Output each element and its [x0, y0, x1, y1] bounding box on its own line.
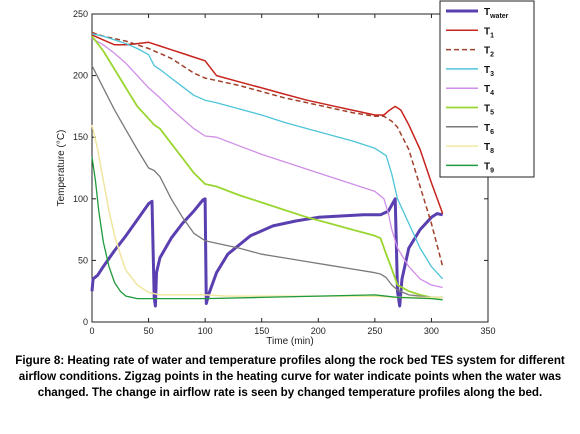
x-tick-label: 200: [311, 326, 326, 336]
legend-label-4: T4: [484, 84, 494, 97]
series-line-9: [91, 156, 443, 301]
chart: 0 50 100 150 200 250 300 350 0 50 100 150 200 250 Ti…: [56, 0, 535, 347]
series-line-3: [91, 33, 444, 280]
y-tick-label: 50: [78, 255, 88, 265]
legend-label-1: T1: [484, 26, 494, 39]
series-line-8: [91, 124, 443, 299]
x-axis-label: Time (min): [266, 336, 313, 347]
series-line-4: [91, 38, 443, 289]
y-tick-label: 0: [83, 317, 88, 327]
legend-label-8: T8: [484, 142, 494, 155]
series-line-5: [91, 35, 443, 299]
y-axis-label: Temperature (°C): [56, 130, 67, 207]
legend: Twater T1 T2 T3 T4 T5 T6 T8 T9: [439, 0, 535, 178]
x-tick-label: 300: [424, 326, 439, 336]
legend-label-5: T5: [484, 104, 494, 117]
legend-label-6: T6: [484, 123, 494, 136]
x-tick-label: 50: [144, 326, 154, 336]
legend-label-water: Twater: [484, 7, 509, 20]
series-line-1: [91, 34, 444, 214]
x-axis: 0 50 100 150 200 250 300 350: [89, 14, 496, 336]
x-tick-label: 250: [367, 326, 382, 336]
x-tick-label: 150: [254, 326, 269, 336]
series-line-6: [91, 65, 443, 299]
legend-label-2: T2: [484, 46, 494, 59]
y-tick-label: 100: [73, 194, 88, 204]
x-tick-label: 100: [198, 326, 213, 336]
series-line-2: [91, 31, 444, 267]
y-tick-label: 150: [73, 132, 88, 142]
legend-label-9: T9: [484, 161, 494, 174]
y-tick-label: 200: [73, 71, 88, 81]
series-layer: [90, 31, 444, 308]
y-axis: 0 50 100 150 200 250: [73, 9, 488, 327]
figure-caption: Figure 8: Heating rate of water and temp…: [15, 354, 565, 399]
x-tick-label: 350: [480, 326, 495, 336]
x-tick-label: 0: [89, 326, 94, 336]
y-tick-label: 250: [73, 9, 88, 19]
legend-label-3: T3: [484, 65, 494, 78]
